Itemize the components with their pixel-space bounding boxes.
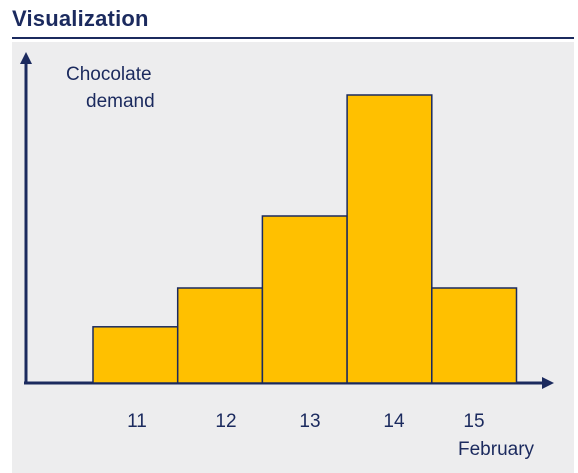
title-divider [12, 37, 574, 39]
x-axis-label: February [458, 439, 535, 460]
x-tick-label: 13 [299, 411, 320, 432]
x-tick-label: 11 [127, 411, 147, 432]
x-tick-labels: 11 12 13 14 15 [127, 411, 484, 432]
bar-14 [346, 94, 433, 384]
bar-12 [176, 287, 264, 384]
bar-11 [92, 326, 179, 384]
bar-15 [431, 287, 518, 384]
y-axis-label-line-1: Chocolate [66, 64, 152, 85]
bar-group [92, 94, 518, 384]
x-tick-label: 12 [215, 411, 236, 432]
x-tick-label: 14 [383, 411, 405, 432]
x-tick-label: 15 [463, 411, 484, 432]
y-axis-label-line-2: demand [86, 91, 155, 112]
bar-13 [261, 215, 348, 384]
page-title: Visualization [12, 6, 149, 31]
